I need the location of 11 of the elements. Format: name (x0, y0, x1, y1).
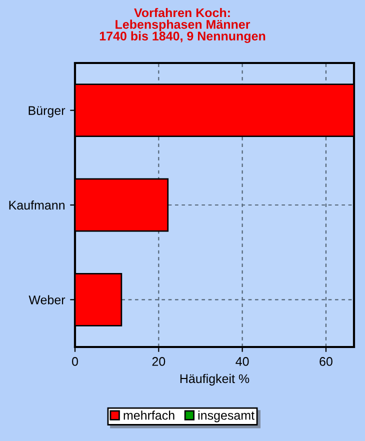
chart-title: Vorfahren Koch: Lebensphasen Männer 1740 bis 1840, 9 Nennungen (100, 8, 266, 44)
legend-label: mehrfach (124, 410, 174, 420)
x-tick-label: 40 (236, 357, 249, 366)
x-axis-title: Häufigkeit % (180, 374, 250, 386)
x-tick-label: 60 (320, 357, 332, 366)
legend-label: insgesamt (198, 410, 254, 422)
y-tick-label: Kaufmann (9, 200, 64, 210)
x-tick-label: 0 (72, 357, 78, 366)
y-tick-label: Weber (28, 295, 66, 304)
x-tick-label: 20 (152, 357, 166, 366)
y-tick-label: Bürger (28, 106, 66, 118)
